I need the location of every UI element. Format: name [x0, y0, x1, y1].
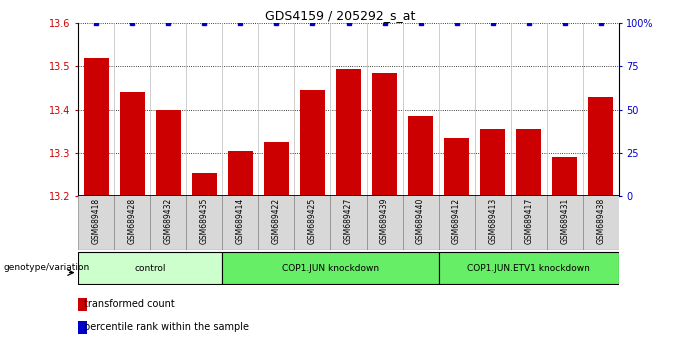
- Text: GSM689432: GSM689432: [164, 198, 173, 244]
- Text: genotype/variation: genotype/variation: [3, 263, 90, 272]
- Text: GSM689431: GSM689431: [560, 198, 569, 244]
- Text: GSM689427: GSM689427: [344, 198, 353, 244]
- Bar: [222, 195, 258, 250]
- Bar: [552, 158, 577, 196]
- Bar: [114, 195, 150, 250]
- Bar: [475, 195, 511, 250]
- Bar: [294, 195, 330, 250]
- Text: GSM689413: GSM689413: [488, 198, 497, 244]
- Text: GSM689435: GSM689435: [200, 198, 209, 244]
- Bar: [336, 69, 361, 196]
- Text: GSM689414: GSM689414: [236, 198, 245, 244]
- Bar: [120, 92, 145, 196]
- Bar: [156, 110, 181, 196]
- Text: transformed count: transformed count: [84, 299, 174, 309]
- Bar: [480, 129, 505, 196]
- FancyBboxPatch shape: [222, 252, 439, 284]
- Text: GSM689412: GSM689412: [452, 198, 461, 244]
- Text: percentile rank within the sample: percentile rank within the sample: [84, 322, 249, 332]
- Text: GSM689422: GSM689422: [272, 198, 281, 244]
- Bar: [547, 195, 583, 250]
- FancyBboxPatch shape: [78, 252, 222, 284]
- Text: COP1.JUN knockdown: COP1.JUN knockdown: [282, 264, 379, 273]
- Bar: [367, 195, 403, 250]
- Text: GSM689428: GSM689428: [128, 198, 137, 244]
- Text: GSM689440: GSM689440: [416, 198, 425, 244]
- Bar: [588, 97, 613, 196]
- Text: GSM689439: GSM689439: [380, 198, 389, 244]
- Text: COP1.JUN.ETV1 knockdown: COP1.JUN.ETV1 knockdown: [467, 264, 590, 273]
- Bar: [511, 195, 547, 250]
- Bar: [583, 195, 619, 250]
- Bar: [150, 195, 186, 250]
- Bar: [78, 321, 87, 334]
- Text: GSM689418: GSM689418: [92, 198, 101, 244]
- Bar: [516, 129, 541, 196]
- Bar: [258, 195, 294, 250]
- Bar: [444, 138, 469, 196]
- Bar: [228, 151, 253, 196]
- Text: GSM689425: GSM689425: [308, 198, 317, 244]
- Bar: [84, 58, 109, 196]
- Text: control: control: [135, 264, 166, 273]
- Bar: [403, 195, 439, 250]
- Bar: [186, 195, 222, 250]
- Bar: [78, 298, 87, 311]
- Bar: [372, 73, 397, 196]
- Bar: [330, 195, 367, 250]
- Bar: [439, 195, 475, 250]
- Text: GSM689417: GSM689417: [524, 198, 533, 244]
- FancyBboxPatch shape: [439, 252, 619, 284]
- Text: GSM689438: GSM689438: [596, 198, 605, 244]
- Bar: [78, 195, 114, 250]
- Bar: [192, 173, 217, 196]
- Bar: [408, 116, 433, 196]
- Bar: [300, 90, 325, 196]
- Bar: [264, 142, 289, 196]
- Text: GDS4159 / 205292_s_at: GDS4159 / 205292_s_at: [265, 9, 415, 22]
